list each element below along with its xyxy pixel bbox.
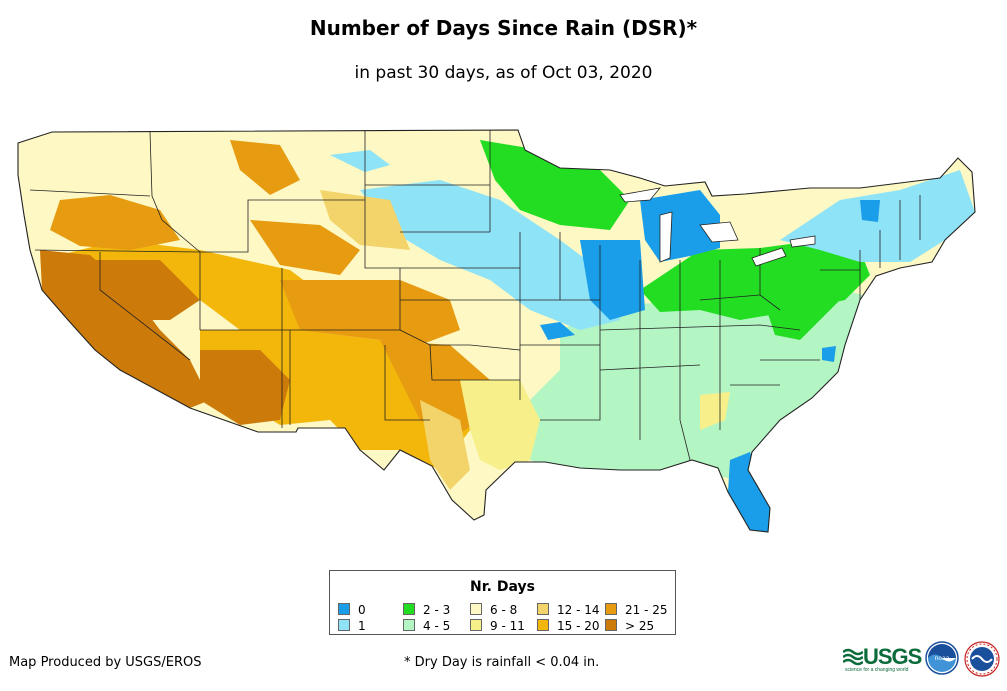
legend-item-3: 4 - 5 <box>403 619 450 632</box>
legend-item-8: 21 - 25 <box>605 603 668 616</box>
usgs-wave-icon <box>842 648 864 666</box>
dsr-map <box>17 129 976 533</box>
state-borders <box>17 129 976 533</box>
producer-credit: Map Produced by USGS/EROS <box>9 655 202 670</box>
legend-item-5: 9 - 11 <box>470 619 525 632</box>
legend-item-7: 15 - 20 <box>537 619 600 632</box>
legend-swatch <box>537 603 549 615</box>
nws-logo <box>964 641 1000 677</box>
legend-swatch <box>338 603 350 615</box>
legend-swatch <box>605 619 617 631</box>
map-title: Number of Days Since Rain (DSR)* <box>309 16 698 40</box>
legend-swatch <box>537 619 549 631</box>
legend-item-2: 2 - 3 <box>403 603 450 616</box>
legend-swatch <box>470 603 482 615</box>
legend: Nr. Days 0 1 2 - 3 4 - 5 6 - 8 9 - 11 12… <box>329 570 676 635</box>
great-lakes <box>619 187 816 267</box>
legend-item-1: 1 <box>338 619 366 632</box>
usgs-tagline: science for a changing world <box>845 667 909 673</box>
svg-text:noaa: noaa <box>935 655 950 662</box>
legend-title: Nr. Days <box>470 579 535 595</box>
agency-logos: USGS science for a changing world noaa <box>842 640 1003 680</box>
legend-swatch <box>605 603 617 615</box>
legend-swatch <box>338 619 350 631</box>
map-subtitle: in past 30 days, as of Oct 03, 2020 <box>354 63 653 83</box>
noaa-logo: noaa <box>925 641 959 675</box>
legend-item-9: > 25 <box>605 619 654 632</box>
legend-item-4: 6 - 8 <box>470 603 517 616</box>
dry-day-footnote: * Dry Day is rainfall < 0.04 in. <box>404 655 600 670</box>
legend-swatch <box>403 619 415 631</box>
legend-swatch <box>470 619 482 631</box>
legend-item-0: 0 <box>338 603 366 616</box>
legend-swatch <box>403 603 415 615</box>
usgs-logo: USGS <box>842 644 922 670</box>
legend-item-6: 12 - 14 <box>537 603 600 616</box>
